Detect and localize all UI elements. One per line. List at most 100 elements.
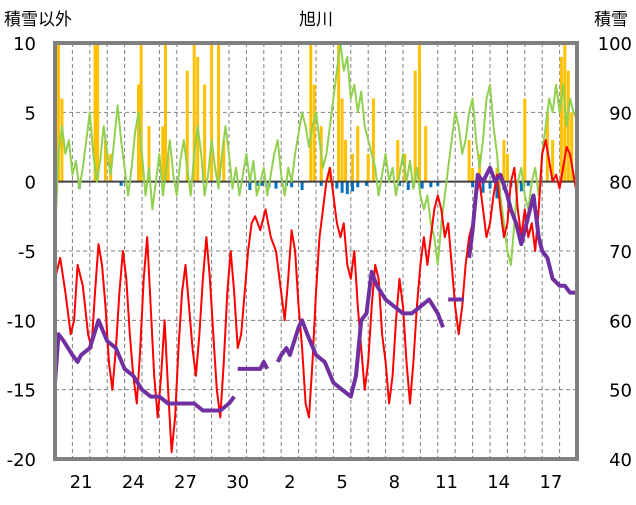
wind-line: [54, 42, 578, 266]
snow_change-bar-1: [119, 181, 123, 186]
series-lines: [53, 42, 578, 454]
snow_change-bar-18: [406, 181, 410, 190]
right-tick-5: 50: [609, 381, 632, 402]
snowfall-bar-30: [396, 140, 400, 182]
x-tick-6: 8: [389, 472, 400, 493]
snowfall-bar-23: [337, 43, 341, 182]
snow_change-bar-25: [488, 181, 492, 189]
snow_change-bar-4: [260, 181, 264, 186]
temperature-line: [54, 139, 578, 454]
snow_depth-line: [53, 165, 577, 413]
left-tick-labels: 10 5 0 -5 -10 -15 -20: [7, 34, 36, 471]
x-tick-9: 17: [539, 472, 562, 493]
snowfall-bar-8: [147, 126, 151, 182]
snowfall-bar-25: [344, 140, 348, 182]
snow_change-bar-14: [351, 181, 355, 192]
right-tick-2: 80: [609, 173, 632, 194]
snow_change-bar-21: [429, 181, 433, 188]
snowfall-bar-1: [60, 98, 64, 182]
snowfall-bar-13: [192, 43, 196, 182]
left-tick-2: 0: [25, 173, 36, 194]
x-tick-7: 11: [435, 472, 458, 493]
snowfall-bar-7: [139, 43, 143, 182]
snow_change-bar-11: [335, 181, 339, 189]
right-tick-0: 100: [598, 34, 632, 55]
snow_change-bar-23: [471, 181, 475, 188]
snow_change-bar-9: [300, 181, 304, 190]
snow_change-bar-29: [519, 181, 523, 192]
snowfall-bar-17: [217, 43, 221, 182]
x-tick-8: 14: [487, 472, 510, 493]
snow_change-bar-20: [420, 181, 424, 189]
snowfall-bar-28: [366, 153, 370, 182]
snow_change-bar-15: [356, 181, 360, 188]
left-tick-0: 10: [13, 34, 36, 55]
snowfall-bar-36: [471, 167, 475, 182]
snowfall-bar-27: [356, 126, 360, 182]
x-tick-4: 2: [284, 472, 295, 493]
x-tick-5: 5: [336, 472, 347, 493]
snowfall-bar-29: [371, 98, 375, 182]
snow_change-bar-8: [290, 181, 294, 188]
snowfall-bar-6: [137, 84, 141, 182]
snow_change-bar-2: [248, 181, 252, 190]
snow_change-bar-6: [274, 181, 278, 189]
left-axis-label: 積雪以外: [4, 10, 72, 30]
snowfall-bar-32: [413, 70, 417, 182]
snow_change-bar-17: [398, 181, 402, 186]
snowfall-bar-11: [166, 153, 170, 182]
snowfall-bar-14: [196, 56, 200, 182]
snowfall-bars: [56, 43, 574, 182]
snowfall-bar-35: [467, 140, 471, 182]
right-tick-labels: 100 90 80 70 60 50 40: [598, 34, 632, 471]
right-tick-1: 90: [609, 103, 632, 124]
snowfall-bar-41: [523, 98, 527, 182]
snowfall-bar-43: [551, 140, 555, 182]
x-tick-0: 21: [70, 472, 93, 493]
x-tick-labels: 21 24 27 30 2 5 8 11 14 17: [70, 472, 563, 493]
plot-frame: [53, 41, 579, 461]
snowfall-bar-26: [351, 153, 355, 182]
snow_change-bar-13: [345, 181, 349, 195]
snowfall-bar-19: [309, 43, 313, 182]
left-tick-3: -5: [18, 242, 36, 263]
snowfall-bar-2: [93, 43, 97, 182]
snowfall-bar-34: [424, 126, 428, 182]
snowfall-bar-47: [570, 112, 574, 182]
x-tick-3: 30: [226, 472, 249, 493]
snow_change-bar-12: [340, 181, 344, 193]
snowfall-bar-0: [56, 43, 60, 182]
snowfall-bar-40: [505, 153, 509, 182]
x-tick-2: 27: [174, 472, 197, 493]
snowfall-bar-44: [559, 56, 563, 182]
snowfall-bar-33: [418, 43, 422, 182]
snowfall-bar-9: [161, 126, 165, 182]
snow_change-bar-3: [255, 181, 259, 186]
snow_change-bar-24: [481, 181, 485, 193]
snowfall-bar-12: [185, 70, 189, 182]
left-tick-5: -15: [7, 381, 36, 402]
snowfall-bar-18: [222, 140, 226, 182]
snowfall-bar-24: [340, 98, 344, 182]
chart-title: 旭川: [299, 10, 333, 30]
snowfall-bar-10: [163, 43, 167, 182]
snow_change-bar-16: [364, 181, 368, 186]
snowfall-bar-3: [96, 43, 100, 182]
x-tick-1: 24: [122, 472, 145, 493]
left-tick-1: 5: [25, 103, 36, 124]
snowfall-bar-20: [312, 84, 316, 182]
snowfall-bar-39: [502, 140, 506, 182]
snowfall-bar-4: [103, 140, 107, 182]
snow_change-bar-22: [436, 181, 440, 186]
snow_change-bar-26: [495, 181, 499, 199]
right-axis-label: 積雪: [594, 10, 628, 30]
right-tick-3: 70: [609, 242, 632, 263]
snowfall-bar-16: [210, 43, 214, 182]
left-tick-6: -20: [7, 450, 36, 471]
snow_change-bar-30: [526, 181, 530, 186]
snow_change-bar-10: [319, 181, 323, 186]
right-tick-6: 40: [609, 450, 632, 471]
snowfall-bar-46: [566, 70, 570, 182]
